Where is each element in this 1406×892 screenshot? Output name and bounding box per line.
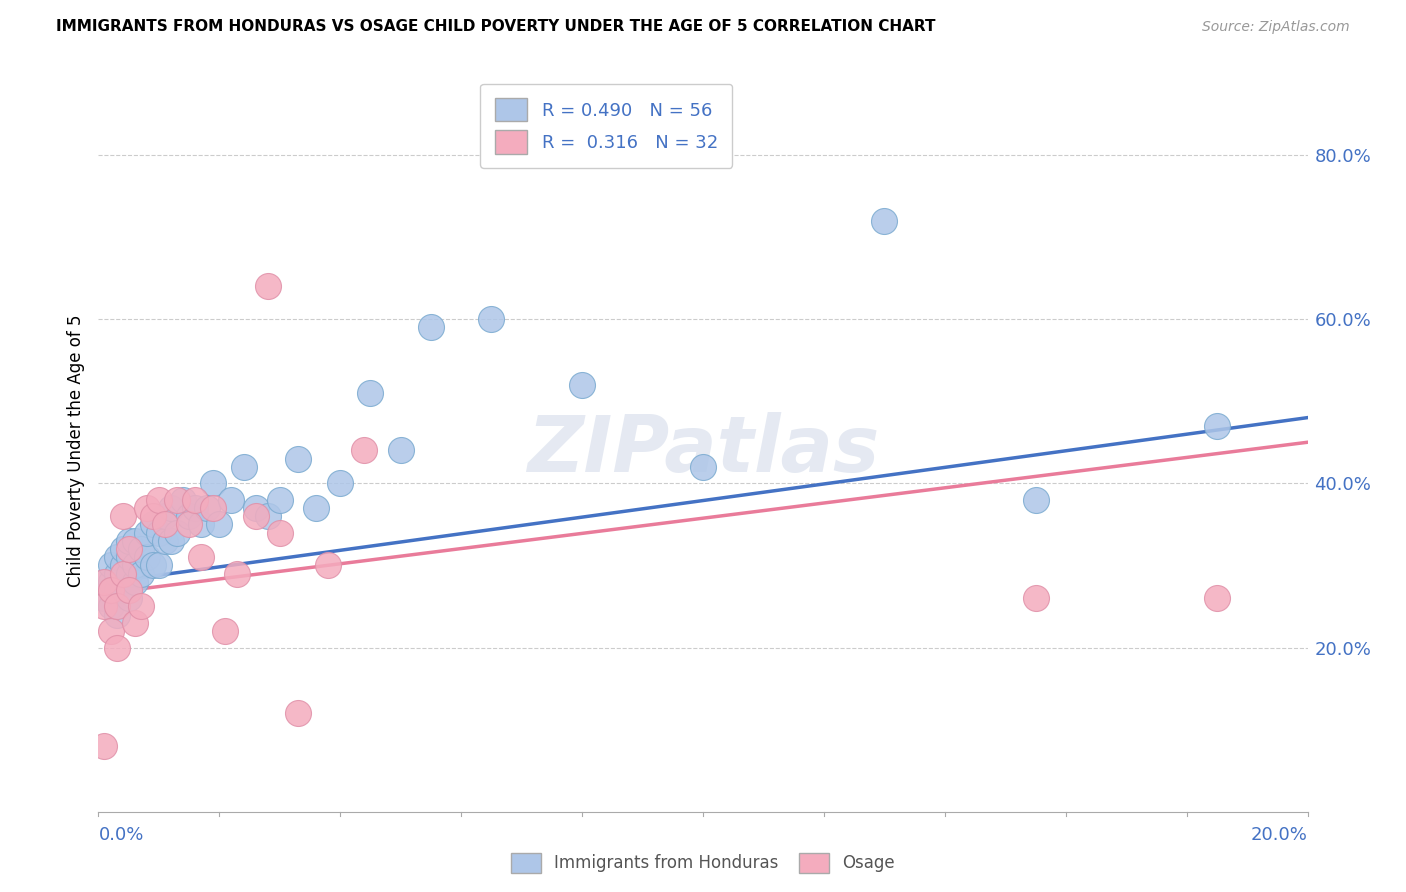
Point: [1206, 591, 1229, 606]
Point: [153, 509, 176, 524]
Point: [256, 509, 278, 524]
Point: [1024, 492, 1046, 507]
Point: [360, 386, 382, 401]
Y-axis label: Child Poverty Under the Age of 5: Child Poverty Under the Age of 5: [66, 314, 84, 587]
Point: [148, 492, 170, 507]
Point: [142, 509, 165, 524]
Point: [124, 533, 146, 548]
Point: [269, 525, 291, 540]
Point: [124, 615, 146, 630]
Point: [142, 517, 165, 532]
Point: [153, 517, 176, 532]
Point: [172, 492, 194, 507]
Point: [571, 377, 593, 392]
Point: [1024, 591, 1046, 606]
Point: [202, 476, 225, 491]
Point: [329, 476, 352, 491]
Point: [129, 599, 152, 614]
Point: [148, 558, 170, 573]
Point: [232, 459, 254, 474]
Point: [105, 599, 128, 614]
Point: [184, 492, 207, 507]
Point: [160, 500, 183, 515]
Point: [179, 509, 201, 524]
Point: [135, 500, 157, 515]
Text: Source: ZipAtlas.com: Source: ZipAtlas.com: [1202, 21, 1350, 34]
Point: [160, 533, 183, 548]
Point: [692, 459, 714, 474]
Point: [100, 624, 122, 639]
Text: IMMIGRANTS FROM HONDURAS VS OSAGE CHILD POVERTY UNDER THE AGE OF 5 CORRELATION C: IMMIGRANTS FROM HONDURAS VS OSAGE CHILD …: [56, 20, 936, 34]
Point: [389, 443, 412, 458]
Point: [245, 509, 267, 524]
Point: [124, 558, 146, 573]
Text: 0.0%: 0.0%: [98, 827, 143, 845]
Point: [111, 509, 134, 524]
Point: [179, 517, 201, 532]
Point: [305, 500, 328, 515]
Point: [118, 533, 141, 548]
Point: [1206, 418, 1229, 433]
Text: ZIPatlas: ZIPatlas: [527, 412, 879, 489]
Point: [195, 500, 218, 515]
Point: [184, 500, 207, 515]
Point: [124, 574, 146, 589]
Point: [287, 451, 309, 466]
Point: [118, 582, 141, 597]
Point: [105, 607, 128, 622]
Point: [166, 492, 188, 507]
Point: [148, 525, 170, 540]
Point: [129, 566, 152, 581]
Point: [118, 541, 141, 556]
Point: [100, 582, 122, 597]
Text: 20.0%: 20.0%: [1251, 827, 1308, 845]
Point: [93, 591, 115, 606]
Point: [208, 517, 231, 532]
Point: [111, 566, 134, 581]
Point: [135, 550, 157, 565]
Point: [269, 492, 291, 507]
Point: [100, 599, 122, 614]
Point: [202, 500, 225, 515]
Point: [93, 574, 115, 589]
Point: [190, 550, 212, 565]
Point: [129, 541, 152, 556]
Point: [100, 574, 122, 589]
Point: [214, 624, 236, 639]
Point: [226, 566, 249, 581]
Point: [105, 566, 128, 581]
Point: [153, 533, 176, 548]
Point: [118, 566, 141, 581]
Point: [481, 312, 503, 326]
Point: [420, 320, 443, 334]
Point: [166, 525, 188, 540]
Point: [100, 558, 122, 573]
Point: [190, 517, 212, 532]
Point: [118, 550, 141, 565]
Point: [873, 213, 896, 227]
Point: [93, 574, 115, 589]
Point: [316, 558, 339, 573]
Point: [105, 582, 128, 597]
Point: [111, 541, 134, 556]
Point: [105, 550, 128, 565]
Point: [142, 558, 165, 573]
Point: [93, 599, 115, 614]
Point: [256, 279, 278, 293]
Point: [118, 591, 141, 606]
Point: [93, 739, 115, 753]
Point: [105, 640, 128, 655]
Point: [135, 525, 157, 540]
Point: [353, 443, 375, 458]
Point: [111, 558, 134, 573]
Legend: R = 0.490   N = 56, R =  0.316   N = 32: R = 0.490 N = 56, R = 0.316 N = 32: [481, 84, 733, 168]
Point: [221, 492, 243, 507]
Point: [111, 582, 134, 597]
Point: [245, 500, 267, 515]
Point: [287, 706, 309, 721]
Legend: Immigrants from Honduras, Osage: Immigrants from Honduras, Osage: [505, 847, 901, 880]
